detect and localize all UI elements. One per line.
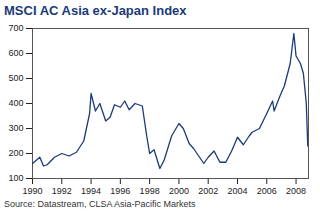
svg-text:400: 400 [8, 98, 23, 108]
svg-text:2002: 2002 [198, 186, 218, 196]
svg-text:600: 600 [8, 48, 23, 58]
html-text:MSCI AC Asia ex-Japan Index: MSCI AC Asia ex-Japan Index [4, 3, 187, 18]
html-text:Source: Datastream, CLSA Asia-: Source: Datastream, CLSA Asia-Pacific Ma… [4, 199, 196, 209]
svg-text:200: 200 [8, 148, 23, 158]
svg-text:1990: 1990 [22, 186, 42, 196]
svg-text:700: 700 [8, 23, 23, 33]
svg-text:1994: 1994 [81, 186, 101, 196]
svg-text:2004: 2004 [227, 186, 247, 196]
svg-text:1998: 1998 [140, 186, 160, 196]
svg-text:2006: 2006 [257, 186, 277, 196]
svg-text:2008: 2008 [286, 186, 306, 196]
svg-text:1996: 1996 [110, 186, 130, 196]
svg-text:1992: 1992 [52, 186, 72, 196]
svg-text:100: 100 [8, 173, 23, 183]
svg-text:2000: 2000 [169, 186, 189, 196]
svg-text:500: 500 [8, 73, 23, 83]
svg-text:300: 300 [8, 123, 23, 133]
